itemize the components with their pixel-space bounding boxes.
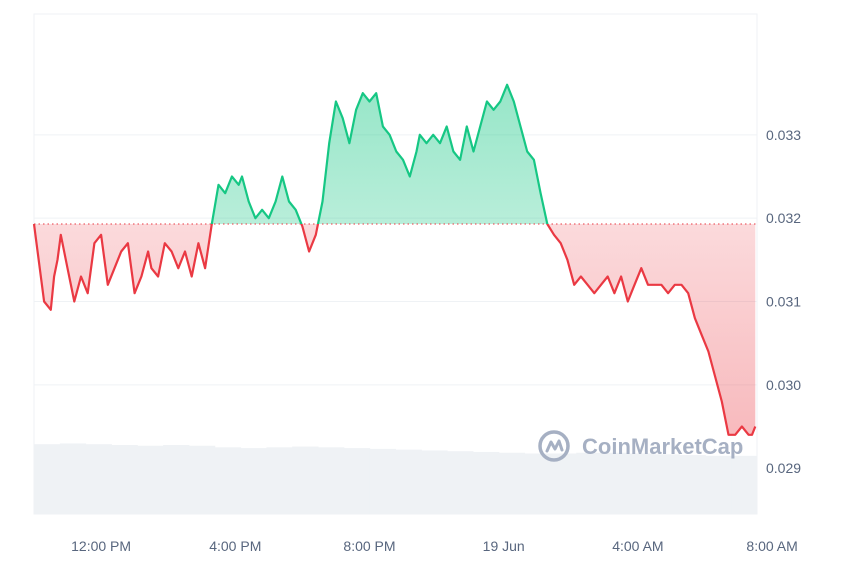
volume-bar	[498, 452, 526, 514]
coinmarketcap-logo-wave	[545, 439, 564, 453]
volume-bar	[679, 455, 706, 514]
volume-bar	[472, 451, 500, 514]
y-tick-label: 0.031	[766, 294, 801, 310]
volume-bar	[395, 449, 422, 514]
volume-bar	[550, 453, 577, 514]
volume-bar	[731, 455, 758, 514]
volume-bar	[602, 452, 629, 514]
volume-bar	[163, 444, 190, 514]
y-tick-label: 0.030	[766, 377, 801, 393]
volume-bar	[292, 446, 319, 514]
volume-bar	[85, 444, 112, 514]
x-tick-label: 8:00 AM	[746, 538, 797, 554]
x-tick-label: 4:00 AM	[612, 538, 663, 554]
price-area	[34, 84, 756, 435]
volume-bar	[576, 452, 603, 514]
volume-bar	[266, 447, 293, 514]
watermark-text: CoinMarketCap	[582, 434, 743, 459]
volume-bar	[240, 448, 267, 514]
volume-bar	[705, 455, 732, 514]
volume-bar	[59, 443, 87, 514]
x-tick-label: 8:00 PM	[343, 538, 395, 554]
x-axis-ticks: 12:00 PM 4:00 PM 8:00 PM 19 Jun 4:00 AM 8:00 …	[71, 538, 798, 554]
volume-bar	[318, 447, 345, 514]
volume-bar	[421, 450, 448, 514]
price-line-down	[32, 224, 757, 436]
volume-bar	[111, 444, 138, 514]
area-below-baseline	[34, 224, 756, 435]
coinmarketcap-logo-icon	[538, 430, 570, 462]
volume-bars	[34, 443, 758, 514]
y-axis-ticks: 0.029 0.030 0.031 0.032 0.033	[766, 127, 801, 476]
y-tick-label: 0.029	[766, 460, 801, 476]
price-line	[32, 83, 757, 436]
x-tick-label: 19 Jun	[483, 538, 525, 554]
area-above-baseline	[34, 84, 756, 224]
volume-bar	[343, 448, 371, 514]
volume-bar	[34, 444, 61, 514]
volume-bar	[524, 453, 551, 514]
x-tick-label: 4:00 PM	[209, 538, 261, 554]
volume-bar	[369, 448, 396, 514]
volume-bar	[214, 447, 242, 514]
volume-bar	[188, 445, 216, 514]
volume-bar	[137, 445, 164, 514]
watermark: CoinMarketCap	[538, 430, 743, 462]
x-tick-label: 12:00 PM	[71, 538, 131, 554]
volume-bar	[447, 451, 474, 514]
y-tick-label: 0.033	[766, 127, 801, 143]
volume-bar	[653, 454, 681, 514]
price-line-up	[34, 83, 549, 224]
y-tick-label: 0.032	[766, 210, 801, 226]
volume-bar	[627, 453, 655, 514]
